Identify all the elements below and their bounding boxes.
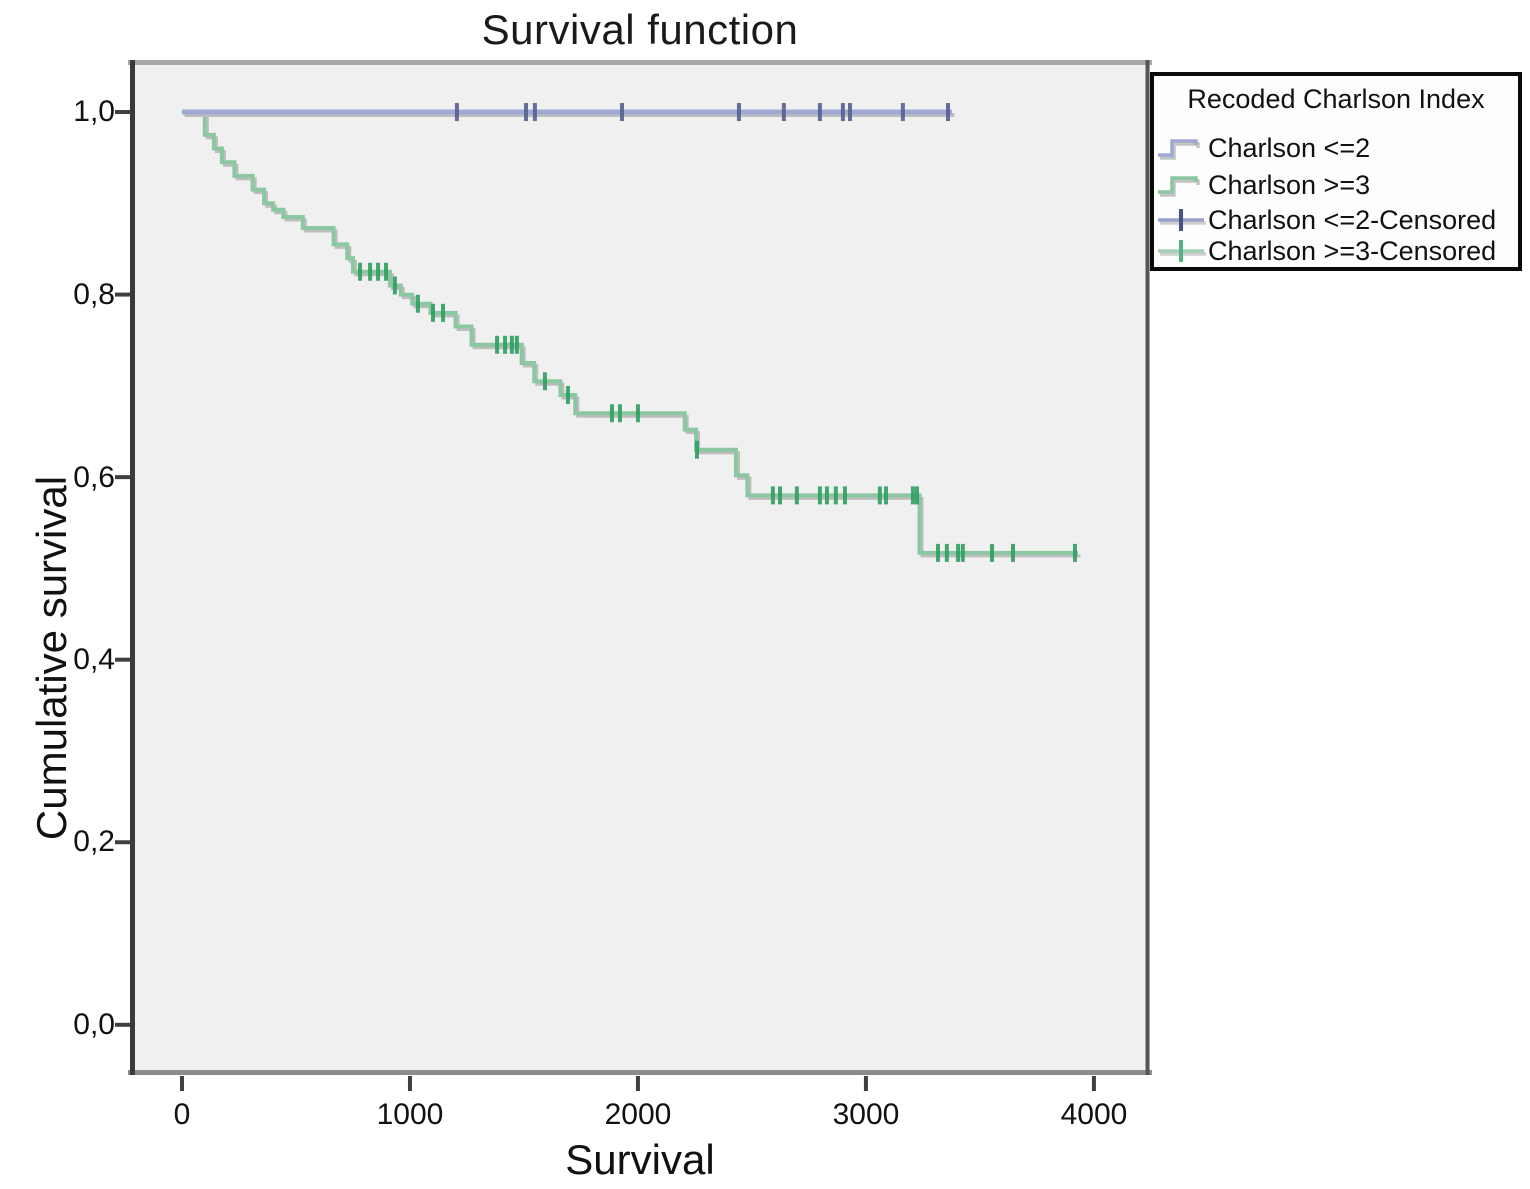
- legend-title: Recoded Charlson Index: [1187, 84, 1485, 114]
- survival-curve: [181, 110, 1078, 555]
- y-tick-label: 0,6: [73, 461, 115, 494]
- y-tick-label: 0,4: [73, 643, 115, 676]
- y-tick-label: 0,2: [73, 825, 115, 858]
- series-layer: [181, 103, 1081, 562]
- censor-mark-symbol-blue: [1158, 209, 1206, 231]
- x-tick-label: 0: [173, 1098, 191, 1131]
- series-charlson-3: [181, 110, 1081, 562]
- step-line-symbol-blue: [1158, 139, 1200, 160]
- y-axis-title: Cumulative survival: [28, 475, 75, 841]
- x-tick-label: 2000: [604, 1098, 672, 1131]
- plot-background: [130, 60, 1150, 1075]
- legend-entry-charlson-le2-censored: Charlson <=2-Censored: [1156, 204, 1496, 236]
- x-tick-label: 3000: [832, 1098, 900, 1131]
- x-tick-label: 4000: [1060, 1098, 1128, 1131]
- y-tick-label: 0,8: [73, 278, 115, 311]
- censor-mark-symbol-green: [1158, 240, 1206, 262]
- legend-entry-label: Charlson >=3-Censored: [1208, 235, 1497, 266]
- legend-entry-label: Charlson >=3: [1208, 169, 1371, 200]
- legend-entry-label: Charlson <=2: [1208, 132, 1371, 163]
- axis-ticks: [115, 110, 1096, 1091]
- legend-box: Recoded Charlson Index Charlson <=2 Char…: [1150, 72, 1522, 271]
- step-line-symbol-green: [1158, 176, 1200, 197]
- y-tick-label: 0,0: [73, 1008, 115, 1041]
- legend-entry-label: Charlson <=2-Censored: [1208, 204, 1497, 235]
- legend-entry-charlson-le2: Charlson <=2: [1156, 132, 1370, 164]
- legend-entry-charlson-ge3: Charlson >=3: [1156, 169, 1370, 201]
- chart-title: Survival function: [481, 6, 799, 53]
- x-tick-label: 1000: [376, 1098, 444, 1131]
- x-axis-title: Survival: [565, 1136, 715, 1183]
- legend-entry-charlson-ge3-censored: Charlson >=3-Censored: [1156, 235, 1496, 267]
- y-tick-label: 1,0: [73, 95, 115, 128]
- series-charlson-2: [181, 103, 955, 122]
